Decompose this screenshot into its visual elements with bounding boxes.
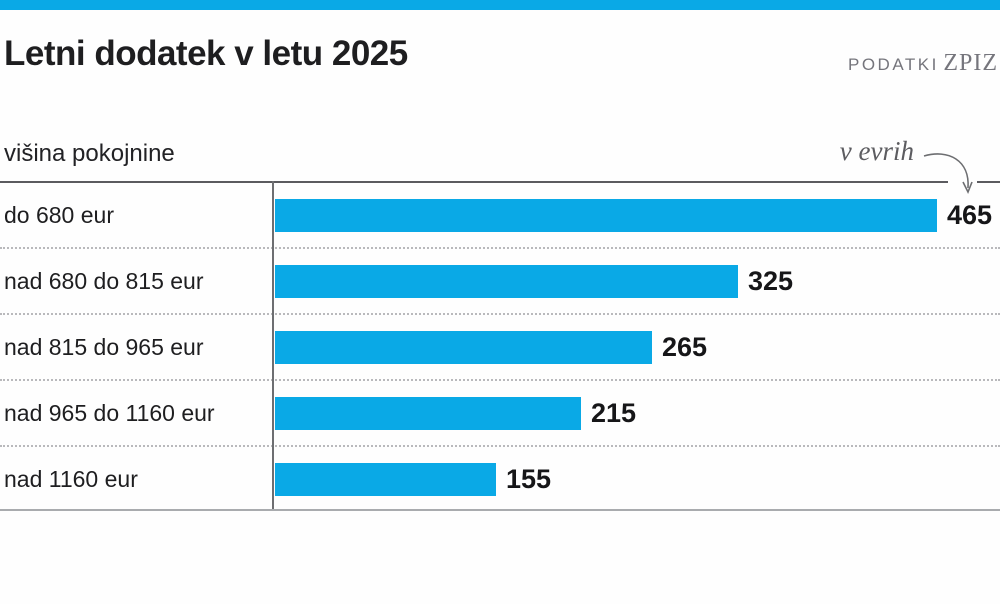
bar xyxy=(275,463,496,496)
bar-category-label: nad 815 do 965 eur xyxy=(4,333,204,360)
category-axis-label: višina pokojnine xyxy=(4,140,175,167)
bar-value-label: 265 xyxy=(662,332,708,362)
bar-category-label: nad 1160 eur xyxy=(4,465,138,492)
bar-value-label: 465 xyxy=(947,200,993,230)
row-separator xyxy=(0,313,1000,315)
data-source-name: ZPIZ xyxy=(943,50,998,76)
bar-row: nad 815 do 965 eur 265 xyxy=(0,314,1000,381)
category-axis-line xyxy=(272,181,274,511)
bar-row: nad 965 do 1160 eur 215 xyxy=(0,380,1000,447)
data-source-credit: PODATKI ZPIZ xyxy=(848,50,998,77)
bar-category-label: do 680 eur xyxy=(4,201,114,228)
row-separator xyxy=(0,247,1000,249)
bar xyxy=(275,265,738,298)
bar-chart: do 680 eur 465 nad 680 do 815 eur 325 na… xyxy=(0,182,1000,512)
header-rule-right-segment xyxy=(977,181,1000,183)
row-separator xyxy=(0,379,1000,381)
bar-row: nad 680 do 815 eur 325 xyxy=(0,248,1000,315)
chart-bottom-rule xyxy=(0,509,1000,511)
bar-row: nad 1160 eur 155 xyxy=(0,446,1000,512)
bar-category-label: nad 680 do 815 eur xyxy=(4,267,204,294)
bar-value-label: 325 xyxy=(748,266,794,296)
bar-category-label: nad 965 do 1160 eur xyxy=(4,399,215,426)
data-source-prefix: PODATKI xyxy=(848,55,939,74)
curved-arrow-icon xyxy=(923,153,973,194)
unit-annotation: v evrih xyxy=(839,136,914,166)
bar xyxy=(275,199,937,232)
row-separator xyxy=(0,445,1000,447)
bar-value-label: 155 xyxy=(506,464,552,494)
bar xyxy=(275,331,652,364)
bar xyxy=(275,397,581,430)
bar-value-label: 215 xyxy=(591,398,637,428)
page-title: Letni dodatek v letu 2025 xyxy=(4,34,408,73)
header-rule-left-segment xyxy=(0,181,948,183)
bar-row: do 680 eur 465 xyxy=(0,182,1000,249)
top-accent-strip xyxy=(0,0,1000,10)
